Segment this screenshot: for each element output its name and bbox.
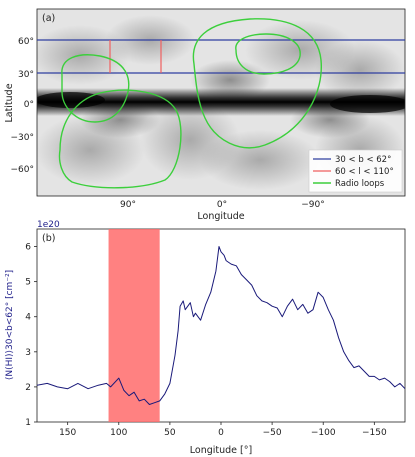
radio-loop [61, 54, 130, 123]
map-x-tick-label: 90° [120, 200, 136, 210]
panel-a-label: (a) [42, 13, 55, 24]
map-y-tick-label: −60° [11, 165, 35, 175]
x-tick-label: −100 [311, 428, 336, 438]
series-line-0 [37, 246, 405, 405]
y-tick-label: 2 [25, 383, 31, 393]
map-y-tick-label: −30° [11, 133, 35, 143]
map-y-tick-label: 30° [18, 70, 34, 80]
x-tick-label: 150 [59, 428, 76, 438]
plot-frame [36, 228, 406, 423]
map-x-tick-label: −90° [301, 200, 325, 210]
y-tick-label: 1 [25, 418, 31, 428]
x-tick-label: −150 [362, 428, 387, 438]
map-y-axis-label: Latitude [4, 83, 15, 122]
profile-panel: 150 100 50 0 −50 −100 −150 1 2 3 4 5 6 1e20 (b) Long… [5, 220, 406, 456]
radio-loop [58, 89, 182, 189]
x-tick-label: −50 [263, 428, 282, 438]
map-y-tick-label: 0° [24, 100, 34, 110]
y-tick-label: 4 [25, 313, 31, 323]
y-tick-label: 6 [25, 243, 31, 253]
legend-entry-band: 30 < b < 62° [335, 155, 391, 165]
shaded-longitude-span [108, 229, 160, 422]
legend-entry-longitude: 60 < l < 110° [335, 167, 394, 177]
plot-y-axis-label: ⟨N(HI)⟩30<b<62° [cm⁻²] [5, 270, 15, 380]
legend: 30 < b < 62° 60 < l < 110° Radio loops [308, 149, 403, 193]
map-x-tick-label: 0° [217, 200, 227, 210]
x-tick-label: 50 [164, 428, 176, 438]
panel-b-label: (b) [42, 233, 55, 244]
offset-label: 1e20 [37, 220, 60, 230]
map-x-axis-label: Longitude [197, 211, 244, 222]
y-tick-label: 5 [25, 278, 31, 288]
legend-entry-loops: Radio loops [335, 179, 385, 189]
radio-loops [58, 18, 322, 189]
x-tick-label: 100 [110, 428, 127, 438]
map-y-tick-label: 60° [18, 37, 34, 47]
plot-x-axis-label: Longitude [°] [190, 445, 252, 456]
radio-loop [192, 18, 322, 149]
radio-loop [235, 33, 301, 75]
y-tick-label: 3 [25, 348, 31, 358]
map-panel: 30 < b < 62° 60 < l < 110° Radio loops (… [4, 8, 406, 222]
x-tick-label: 0 [218, 428, 224, 438]
